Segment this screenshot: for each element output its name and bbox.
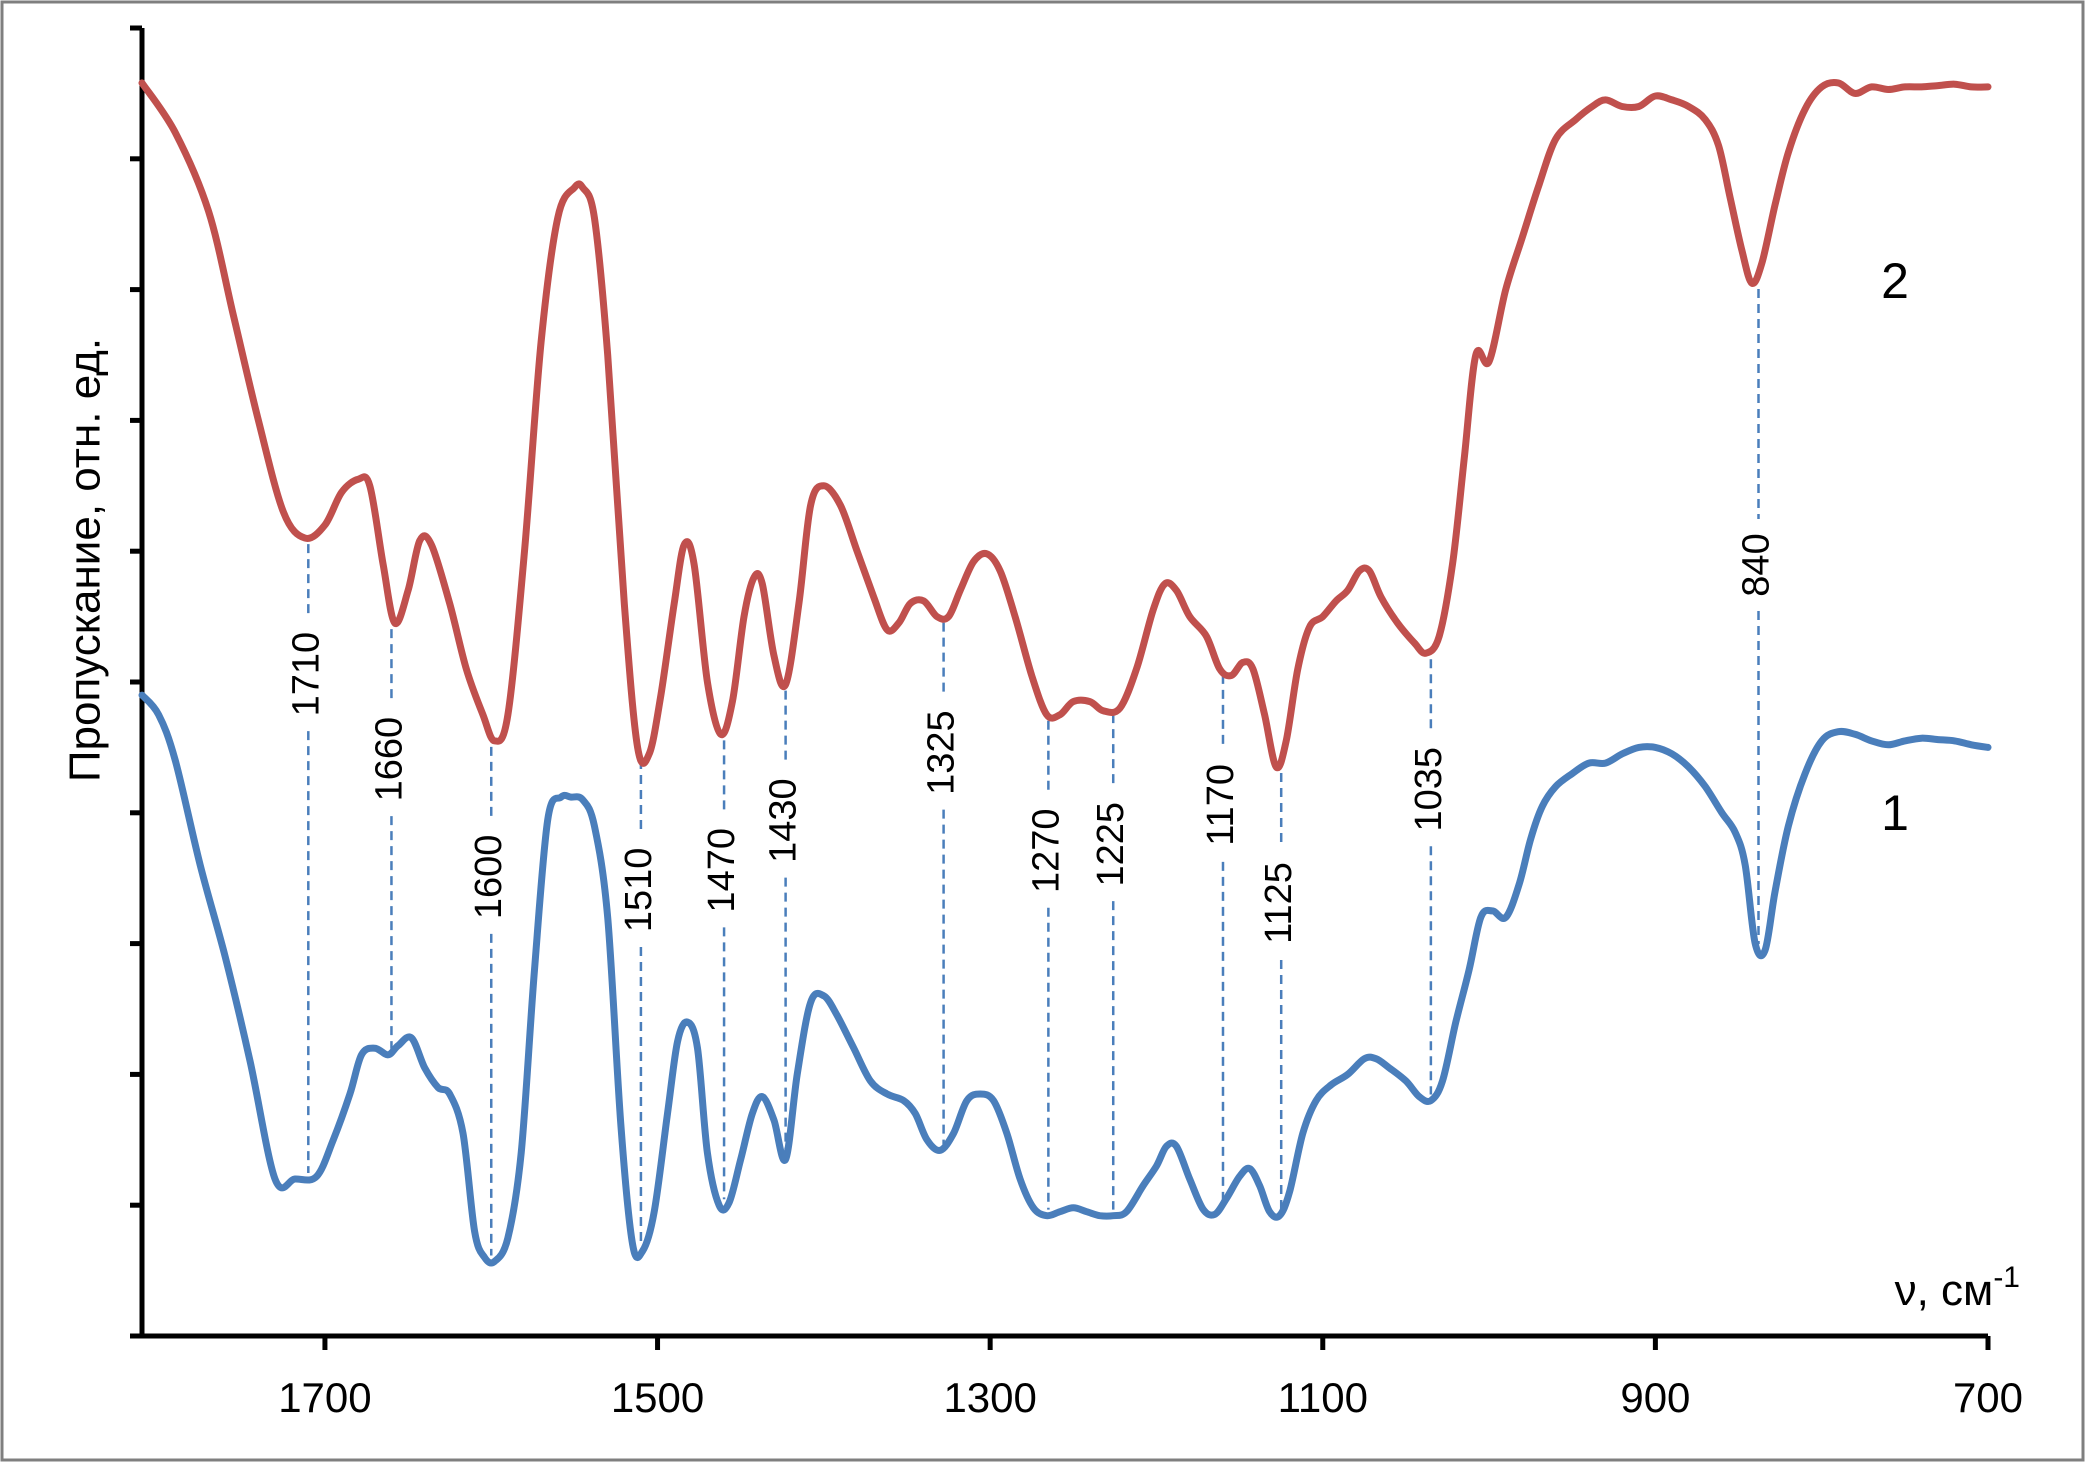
peak-label: 1510 <box>618 848 660 933</box>
peak-label: 1600 <box>468 835 510 920</box>
series-lines <box>138 78 1992 1267</box>
y-axis-title: Пропускание, отн. ед. <box>61 338 110 782</box>
peak-label: 1225 <box>1090 802 1132 887</box>
x-tick-label: 1700 <box>278 1374 371 1421</box>
peak-label: 1710 <box>285 632 327 717</box>
peak-labels: 1710 1660 1600 1510 1470 1430 1325 1270 1225 1170… <box>285 533 1777 944</box>
peak-label: 1325 <box>921 710 963 795</box>
series-label-1: 1 <box>1881 785 1909 841</box>
x-tick-label: 700 <box>1953 1374 2023 1421</box>
peak-label: 1170 <box>1200 764 1242 846</box>
series-label-2: 2 <box>1881 253 1909 309</box>
series-line-2 <box>138 78 1992 772</box>
peak-label: 1270 <box>1025 808 1067 893</box>
series-labels: 21 <box>1881 253 1909 841</box>
y-axis-ticks <box>130 25 142 1339</box>
x-axis-ticks <box>322 1336 1991 1350</box>
x-axis-tick-labels: 1700 1500 1300 1100 900 700 <box>278 1374 2023 1421</box>
peak-label: 1660 <box>369 717 411 802</box>
peak-label: 1470 <box>701 828 743 913</box>
x-tick-label: 1100 <box>1278 1374 1368 1421</box>
peak-label: 1430 <box>763 778 805 863</box>
x-axis-title-superscript: -1 <box>1993 1261 2020 1294</box>
peak-label: 840 <box>1736 533 1778 596</box>
peak-label: 1125 <box>1258 862 1300 944</box>
x-tick-label: 1500 <box>611 1374 704 1421</box>
peak-label: 1035 <box>1408 747 1450 832</box>
x-tick-label: 900 <box>1620 1374 1690 1421</box>
x-axis-title-main: ν, см <box>1895 1266 1994 1315</box>
x-tick-label: 1300 <box>943 1374 1036 1421</box>
series-line-1 <box>138 691 1992 1267</box>
x-axis-title: ν, см-1 <box>1895 1261 2020 1315</box>
peak-guide-lines <box>307 289 1760 1256</box>
